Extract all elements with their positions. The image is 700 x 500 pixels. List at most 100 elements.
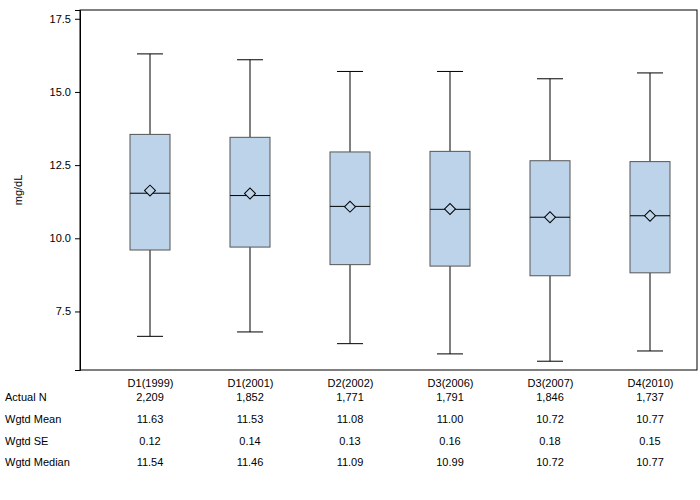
upper-whisker: [550, 79, 551, 161]
x-tick-label: D2(2002): [328, 377, 374, 389]
x-tick: D3(2006): [428, 370, 474, 389]
mean-marker: [445, 204, 456, 215]
table-cell: 1,791: [436, 391, 464, 403]
table-cell: 1,737: [636, 391, 664, 403]
table-cell: 10.72: [536, 456, 564, 468]
x-tick-label: D1(1999): [128, 377, 174, 389]
y-tick-mark: [75, 165, 80, 166]
lower-cap: [637, 350, 663, 351]
table-cell: 2,209: [136, 391, 164, 403]
x-tick: D1(1999): [128, 370, 174, 389]
table-cell: 10.72: [536, 413, 564, 425]
box: [530, 161, 570, 276]
table-cell: 11.63: [137, 413, 164, 425]
box-group: [130, 54, 170, 336]
x-tick-label: D4(2010): [628, 377, 674, 389]
y-tick: 7.5: [56, 305, 80, 317]
table-cell: 10.77: [636, 413, 664, 425]
mean-marker: [545, 212, 556, 223]
table-cell: 1,771: [336, 391, 364, 403]
table-cell: 0.15: [639, 435, 660, 447]
table-cell: 1,852: [236, 391, 264, 403]
y-tick-mark: [75, 19, 80, 20]
x-tick-label: D3(2007): [528, 377, 574, 389]
x-tick: D3(2007): [528, 370, 574, 389]
table-cell: 11.09: [337, 456, 364, 468]
lower-cap: [337, 343, 363, 344]
upper-cap: [137, 53, 163, 54]
mean-marker: [345, 201, 356, 212]
box-group: [430, 71, 470, 353]
y-tick-label: 17.5: [50, 13, 71, 25]
table-cell: 1,846: [536, 391, 564, 403]
upper-cap: [237, 59, 263, 60]
boxes: [130, 54, 670, 361]
box-group: [230, 60, 270, 332]
y-tick: 10.0: [50, 232, 80, 244]
upper-whisker: [350, 71, 351, 151]
lower-cap: [237, 331, 263, 332]
y-tick-label: 10.0: [50, 232, 71, 244]
box: [130, 134, 170, 250]
chart: 7.5 10.0 12.5 15.0 17.5 mg/dL D1(1999) D1(2001)…: [0, 0, 700, 500]
y-axis-title: mg/dL: [12, 175, 24, 206]
y-tick: 12.5: [50, 159, 80, 171]
table-cell: 10.99: [436, 456, 464, 468]
box: [330, 152, 370, 265]
box: [430, 151, 470, 266]
upper-cap: [437, 71, 463, 72]
lower-whisker: [150, 250, 151, 336]
row-label: Wgtd Mean: [5, 413, 61, 425]
table-cell: 0.13: [339, 435, 360, 447]
box-group: [530, 79, 570, 361]
upper-whisker: [650, 73, 651, 162]
box: [630, 162, 670, 273]
plot-frame: [80, 10, 697, 370]
lower-cap: [137, 336, 163, 337]
mean-marker: [145, 185, 156, 196]
lower-whisker: [650, 273, 651, 351]
box-group: [630, 73, 670, 351]
box-group: [330, 71, 370, 343]
table-cell: 11.00: [437, 413, 464, 425]
x-tick: D2(2002): [328, 370, 374, 389]
upper-whisker: [150, 54, 151, 134]
x-axis: D1(1999) D1(2001) D2(2002) D3(2006) D3(2007)…: [128, 370, 674, 389]
upper-whisker: [250, 60, 251, 138]
stats-table: Actual N 2,209 1,852 1,771 1,791 1,846 1,737 Wg…: [5, 391, 664, 468]
y-tick: 17.5: [50, 13, 80, 25]
y-tick-label: 12.5: [50, 159, 71, 171]
upper-cap: [537, 78, 563, 79]
y-tick-mark: [75, 92, 80, 93]
lower-whisker: [250, 247, 251, 332]
table-cell: 0.18: [539, 435, 560, 447]
x-tick-label: D1(2001): [228, 377, 274, 389]
row-label: Wgtd Median: [5, 456, 70, 468]
mean-marker: [645, 210, 656, 221]
upper-cap: [637, 72, 663, 73]
y-tick-label: 7.5: [56, 305, 71, 317]
upper-whisker: [450, 71, 451, 151]
y-axis: 7.5 10.0 12.5 15.0 17.5: [50, 11, 81, 371]
table-cell: 11.53: [237, 413, 264, 425]
upper-cap: [337, 71, 363, 72]
mean-marker: [245, 188, 256, 199]
y-tick: 15.0: [50, 86, 80, 98]
y-tick-label: 15.0: [50, 86, 71, 98]
table-cell: 11.08: [337, 413, 364, 425]
x-tick: D1(2001): [228, 370, 274, 389]
row-label: Wgtd SE: [5, 435, 48, 447]
x-tick-label: D3(2006): [428, 377, 474, 389]
lower-cap: [537, 361, 563, 362]
row-label: Actual N: [5, 391, 47, 403]
y-tick-mark: [75, 311, 80, 312]
y-axis-line: [75, 11, 81, 371]
table-cell: 10.77: [636, 456, 664, 468]
box: [230, 137, 270, 247]
lower-whisker: [550, 276, 551, 361]
y-tick-mark: [75, 238, 80, 239]
lower-cap: [437, 353, 463, 354]
lower-whisker: [350, 265, 351, 344]
lower-whisker: [450, 266, 451, 354]
table-cell: 11.54: [137, 456, 164, 468]
